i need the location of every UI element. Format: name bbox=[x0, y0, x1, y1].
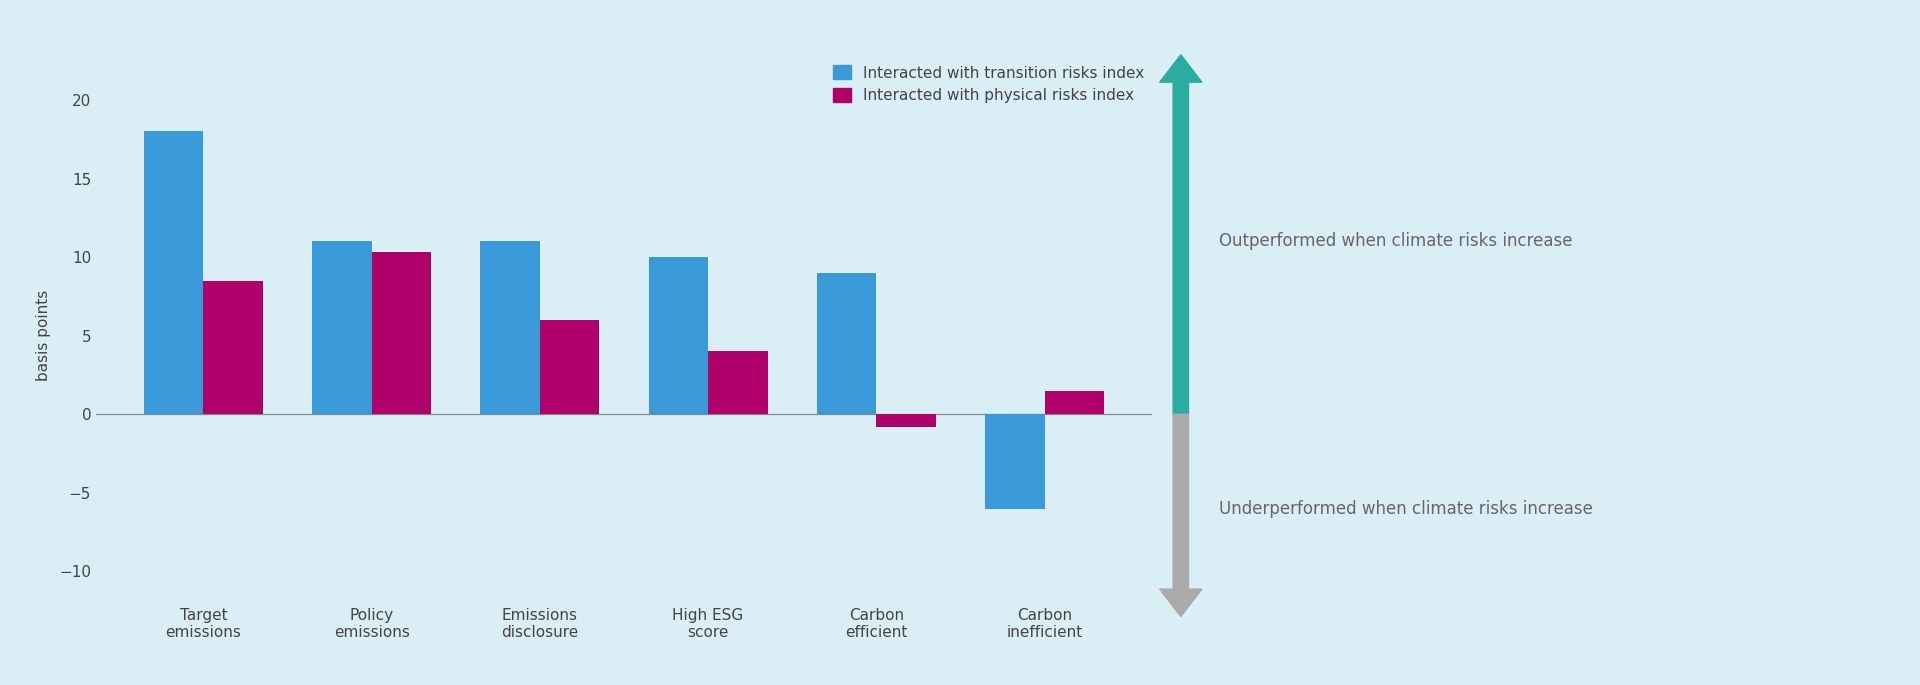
Text: Underperformed when climate risks increase: Underperformed when climate risks increa… bbox=[1219, 499, 1594, 517]
Bar bbox=[540, 320, 599, 414]
Legend: Interacted with transition risks index, Interacted with physical risks index: Interacted with transition risks index, … bbox=[833, 66, 1144, 103]
Y-axis label: basis points: basis points bbox=[36, 290, 50, 382]
Bar bbox=[480, 241, 540, 414]
Bar bbox=[649, 257, 708, 414]
Bar bbox=[985, 414, 1044, 508]
Bar bbox=[876, 414, 935, 427]
Bar bbox=[708, 351, 768, 414]
Bar bbox=[1044, 390, 1104, 414]
Bar bbox=[372, 252, 430, 414]
Bar bbox=[204, 281, 263, 414]
Text: Outperformed when climate risks increase: Outperformed when climate risks increase bbox=[1219, 232, 1572, 250]
Bar bbox=[313, 241, 372, 414]
Bar bbox=[818, 273, 876, 414]
Bar bbox=[144, 132, 204, 414]
